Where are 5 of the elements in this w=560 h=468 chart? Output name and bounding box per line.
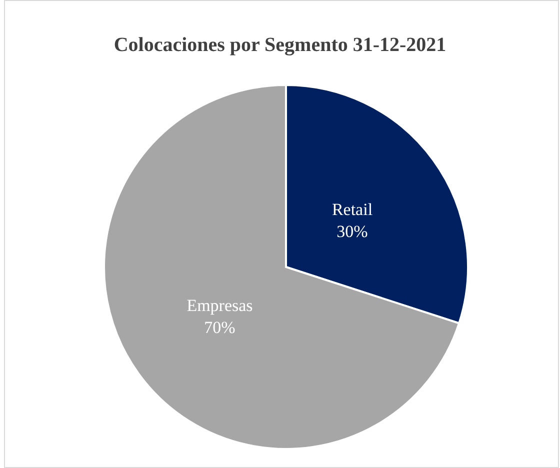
slice-label: Empresas — [186, 296, 253, 316]
data-label: 70% — [204, 318, 236, 338]
data-label: 30% — [336, 222, 368, 241]
chart-title: Colocaciones por Segmento 31-12-2021 — [114, 34, 446, 56]
slice-label: Retail — [332, 200, 373, 219]
